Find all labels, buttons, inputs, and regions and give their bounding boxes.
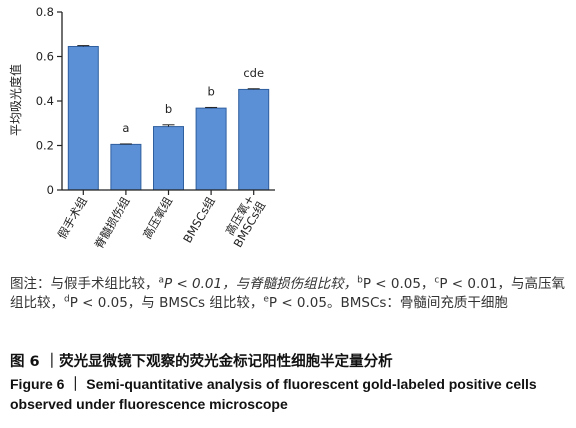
- p-value-text-3: P < 0.01，与高压氧组比较，: [10, 276, 565, 311]
- figure-title-en: Figure 6 ｜ Semi-quantitative analysis of…: [10, 376, 537, 412]
- significance-label: b: [207, 84, 214, 98]
- bar: [195, 107, 227, 191]
- y-tick-label: 0.2: [36, 139, 54, 153]
- marker-b: b: [357, 275, 363, 286]
- y-tick-label: 0.4: [36, 94, 54, 108]
- p-value-text-5: P < 0.05。BMSCs：骨髓间充质干细胞: [268, 295, 508, 311]
- bar: [67, 45, 99, 191]
- bar: [110, 143, 142, 191]
- y-tick-label: 0: [47, 183, 54, 197]
- marker-e: e: [263, 294, 269, 305]
- x-tick-label: 高压氧+BMSCs组: [219, 192, 268, 250]
- marker-c: c: [434, 275, 440, 286]
- x-axis: 假手术组 脊髓损伤组 高压氧组 BMSCs组 高压氧+BMSCs组: [55, 189, 275, 251]
- x-tick-label: 假手术组: [55, 194, 90, 241]
- marker-d: d: [64, 294, 70, 305]
- marker-a: a: [158, 275, 165, 286]
- significance-label: b: [165, 102, 172, 116]
- y-tick-label: 0.6: [36, 50, 54, 64]
- p-value-text-4: P < 0.05，与 BMSCs 组比较，: [69, 295, 264, 311]
- bar-chart: 0 0.2 0.4 0.6 0.8 a b b cde 假手术组 脊髓损伤组 高压氧组 BMSCs组…: [8, 5, 275, 251]
- p-value-text-2: P < 0.05，: [362, 276, 435, 292]
- bars: a b b cde: [67, 45, 270, 191]
- y-axis: 0 0.2 0.4 0.6 0.8: [36, 5, 63, 197]
- note-prefix: 图注：与假手术组比较，: [10, 276, 159, 292]
- figure-note: 图注：与假手术组比较，aP < 0.01，与脊髓损伤组比较，bP < 0.05，…: [10, 275, 570, 313]
- bar: [153, 126, 184, 191]
- x-tick-label: 脊髓损伤组: [92, 194, 133, 251]
- p-value-text-1: P < 0.01，与脊髓损伤组比较，: [164, 276, 358, 292]
- y-axis-label: 平均吸光度值: [8, 64, 23, 136]
- figure-title-cn: 图 6 ｜荧光显微镜下观察的荧光金标记阳性细胞半定量分析: [10, 354, 393, 370]
- significance-label: a: [122, 121, 129, 135]
- x-tick-label: 高压氧组: [140, 194, 175, 241]
- bar: [238, 88, 270, 191]
- x-tick-label: BMSCs组: [180, 194, 218, 245]
- significance-label: cde: [243, 66, 264, 80]
- y-tick-label: 0.8: [36, 5, 54, 19]
